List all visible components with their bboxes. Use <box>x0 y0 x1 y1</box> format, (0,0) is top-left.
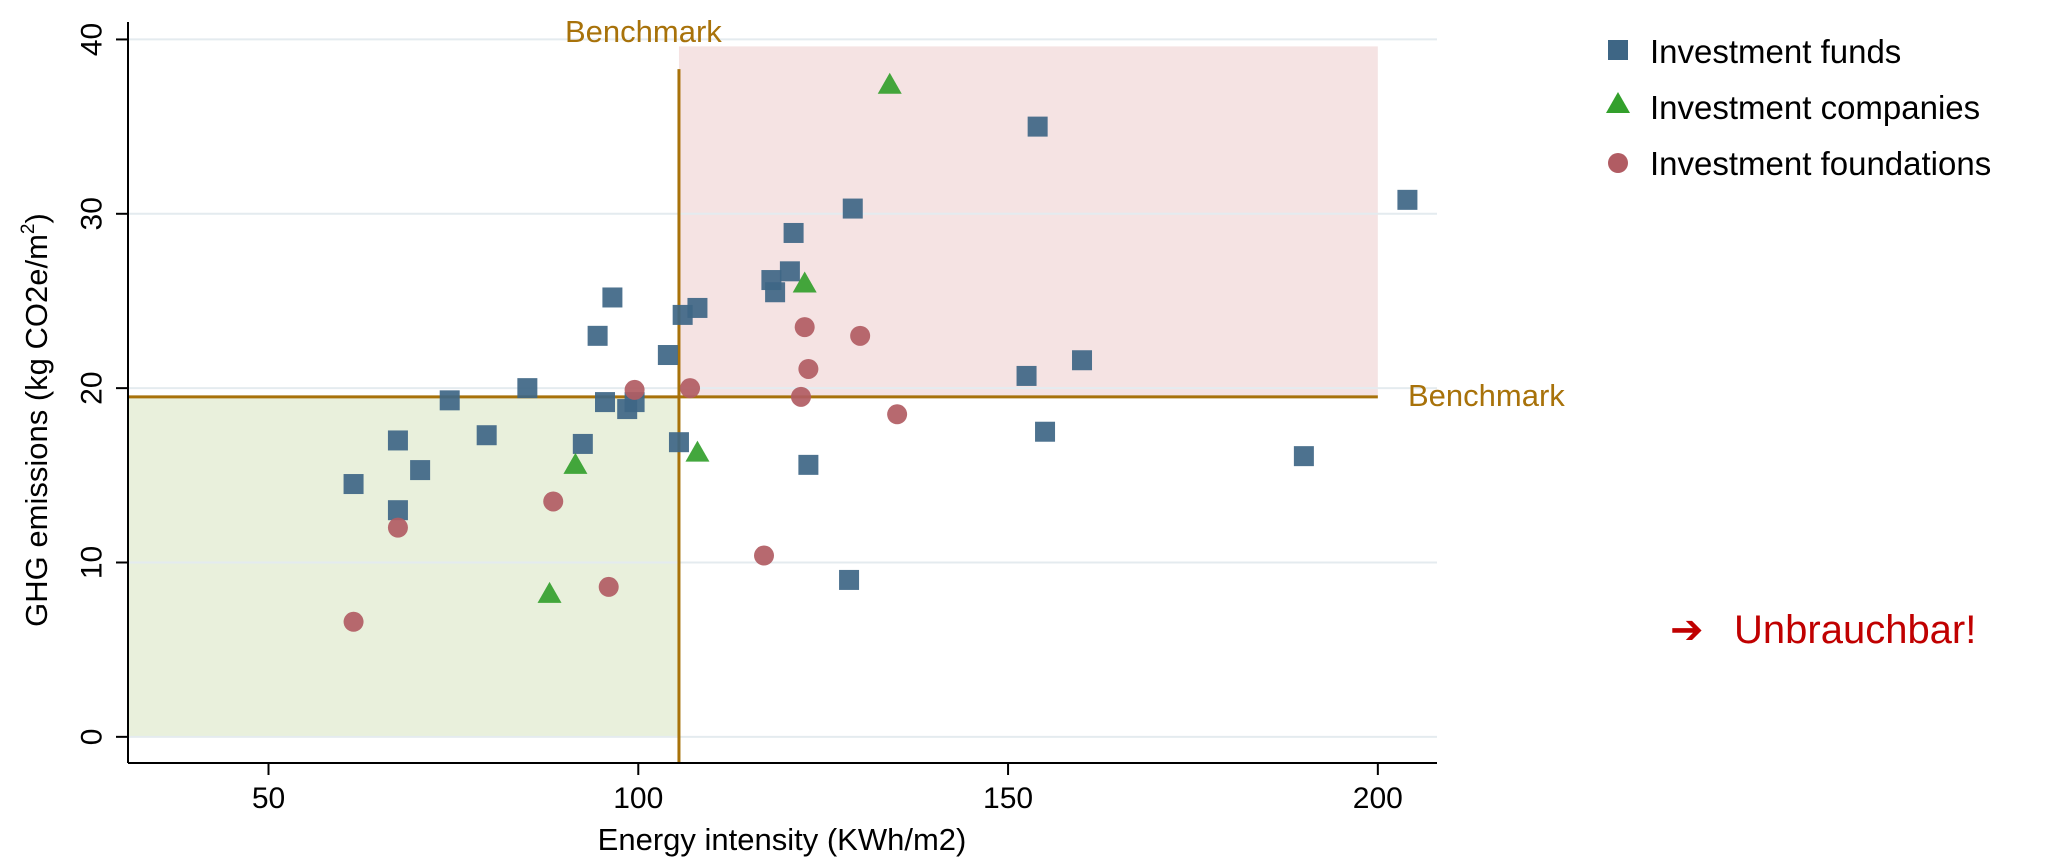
point-investment-companies <box>685 440 710 462</box>
point-investment-funds <box>687 297 708 318</box>
point-investment-foundations <box>680 378 701 399</box>
legend-label-investment-companies: Investment companies <box>1650 89 1980 126</box>
point-investment-funds <box>779 261 800 282</box>
point-investment-foundations <box>790 386 811 407</box>
point-investment-foundations <box>343 611 364 632</box>
point-investment-funds <box>439 390 460 411</box>
benchmark-label-vertical: Benchmark <box>565 14 722 49</box>
y-axis-title-main: GHG emissions (kg CO2e/m <box>19 234 54 627</box>
point-investment-funds <box>1293 446 1314 467</box>
point-investment-funds <box>842 198 863 219</box>
point-investment-funds <box>410 460 431 481</box>
point-investment-funds <box>587 325 608 346</box>
point-investment-foundations <box>798 358 819 379</box>
y-tick-label: 10 <box>76 546 109 579</box>
unbrauchbar-note: ➔ Unbrauchbar! <box>1670 608 1976 652</box>
point-investment-foundations <box>624 379 645 400</box>
point-investment-foundations <box>754 545 775 566</box>
point-investment-funds <box>595 392 616 413</box>
axes: 50 100 150 200 0 10 20 30 40 <box>76 22 1437 815</box>
legend-label-investment-foundations: Investment foundations <box>1650 145 1991 182</box>
data-points <box>343 72 1418 632</box>
point-investment-funds <box>1027 116 1048 137</box>
point-investment-companies <box>537 581 562 603</box>
y-axis-title: GHG emissions (kg CO2e/m2) <box>18 213 54 627</box>
point-investment-foundations <box>387 517 408 538</box>
point-investment-funds <box>572 433 593 454</box>
legend-marker-square <box>1608 40 1628 60</box>
arrow-right-icon: ➔ <box>1670 608 1704 652</box>
point-investment-companies <box>792 271 817 293</box>
x-tick-label: 200 <box>1353 782 1403 815</box>
gridlines <box>128 38 1437 738</box>
point-investment-foundations <box>887 404 908 425</box>
benchmark-lines <box>128 69 1378 763</box>
point-investment-foundations <box>598 576 619 597</box>
point-investment-funds <box>517 378 538 399</box>
point-investment-funds <box>343 474 364 495</box>
point-investment-funds <box>798 454 819 475</box>
point-investment-companies <box>563 452 588 474</box>
point-investment-funds <box>387 500 408 521</box>
point-investment-funds <box>1035 421 1056 442</box>
point-investment-funds <box>783 222 804 243</box>
legend-marker-circle <box>1608 153 1628 173</box>
benchmark-regions <box>128 46 1378 737</box>
unbrauchbar-text: Unbrauchbar! <box>1734 608 1976 652</box>
point-investment-funds <box>602 287 623 308</box>
point-investment-funds <box>668 432 689 453</box>
legend-item-investment-companies: Investment companies <box>1606 89 1980 126</box>
point-investment-funds <box>387 430 408 451</box>
point-investment-funds <box>839 569 860 590</box>
x-tick-label: 50 <box>252 782 285 815</box>
x-tick-label: 100 <box>613 782 663 815</box>
y-tick-label: 30 <box>76 197 109 230</box>
benchmark-label-horizontal: Benchmark <box>1408 378 1565 413</box>
point-investment-foundations <box>850 325 871 346</box>
point-investment-companies <box>877 72 902 94</box>
y-axis-title-close: ) <box>19 213 54 223</box>
point-investment-funds <box>657 345 678 366</box>
x-axis-title: Energy intensity (KWh/m2) <box>598 822 967 857</box>
svg-text:GHG emissions (kg CO2e/m2): GHG emissions (kg CO2e/m2) <box>18 213 54 627</box>
legend-marker-triangle <box>1606 92 1630 113</box>
legend-item-investment-funds: Investment funds <box>1608 33 1901 70</box>
point-investment-funds <box>1072 350 1093 371</box>
point-investment-foundations <box>543 491 564 512</box>
point-investment-funds <box>476 425 497 446</box>
y-axis-title-sup: 2 <box>18 223 39 234</box>
legend: Investment funds Investment companies In… <box>1606 33 1991 182</box>
legend-label-investment-funds: Investment funds <box>1650 33 1901 70</box>
legend-item-investment-foundations: Investment foundations <box>1608 145 1991 182</box>
point-investment-funds <box>1397 189 1418 210</box>
y-tick-label: 20 <box>76 371 109 404</box>
y-tick-label: 0 <box>76 729 109 746</box>
x-tick-label: 150 <box>983 782 1033 815</box>
point-investment-funds <box>765 282 786 303</box>
point-investment-funds <box>1016 365 1037 386</box>
point-investment-foundations <box>794 317 815 338</box>
y-tick-label: 40 <box>76 23 109 56</box>
benchmark-region-bad <box>678 46 1378 397</box>
